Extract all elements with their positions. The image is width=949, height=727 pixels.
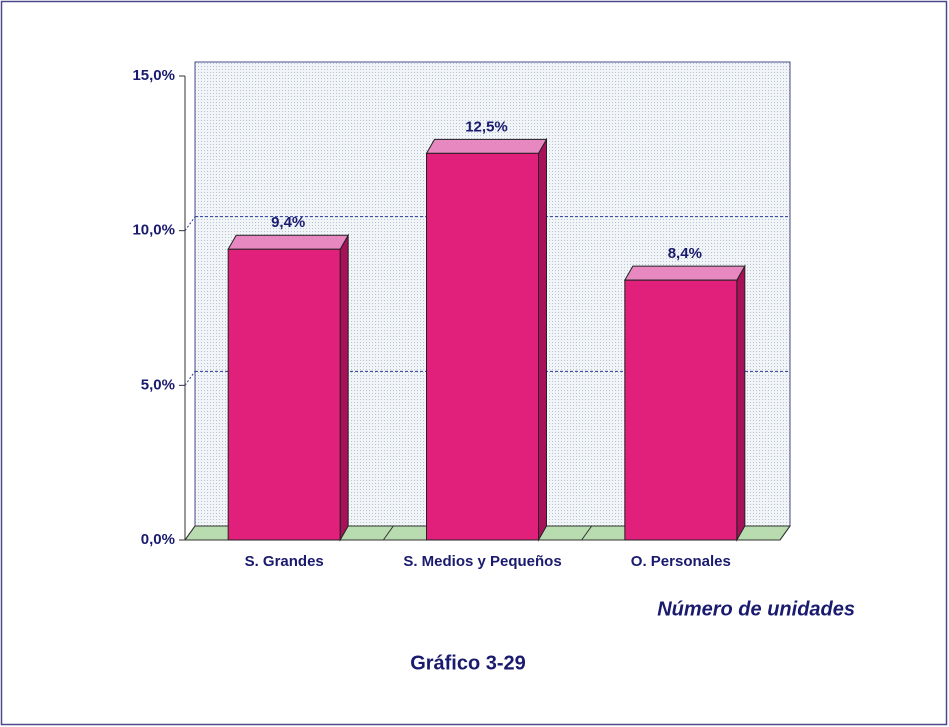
x-tick-label: S. Medios y Pequeños <box>403 553 561 570</box>
bar-side <box>736 264 746 542</box>
value-label: 12,5% <box>465 118 508 135</box>
bar <box>227 248 341 541</box>
y-tick-label: 0,0% <box>141 531 175 548</box>
x-tick-label: S. Grandes <box>245 553 324 570</box>
x-tick-label: O. Personales <box>631 553 731 570</box>
bar-top <box>227 234 350 250</box>
y-tick-label: 15,0% <box>132 67 175 84</box>
grid-line <box>184 371 196 386</box>
bar <box>426 152 539 541</box>
bar-top <box>425 138 548 154</box>
floor-divider <box>779 525 791 541</box>
caption: Gráfico 3-29 <box>410 652 526 674</box>
bar <box>624 279 738 541</box>
bar-side <box>339 233 349 542</box>
floor-divider <box>581 525 593 541</box>
bar-side <box>538 137 547 542</box>
y-tick-label: 5,0% <box>141 376 175 393</box>
floor-divider <box>184 525 196 541</box>
bar-top <box>623 265 746 281</box>
y-tick-label: 10,0% <box>132 222 175 239</box>
grid-line <box>184 216 196 231</box>
value-label: 8,4% <box>668 245 702 262</box>
value-label: 9,4% <box>271 214 305 231</box>
floor-divider <box>382 525 394 541</box>
x-axis-label: Número de unidades <box>657 598 855 620</box>
